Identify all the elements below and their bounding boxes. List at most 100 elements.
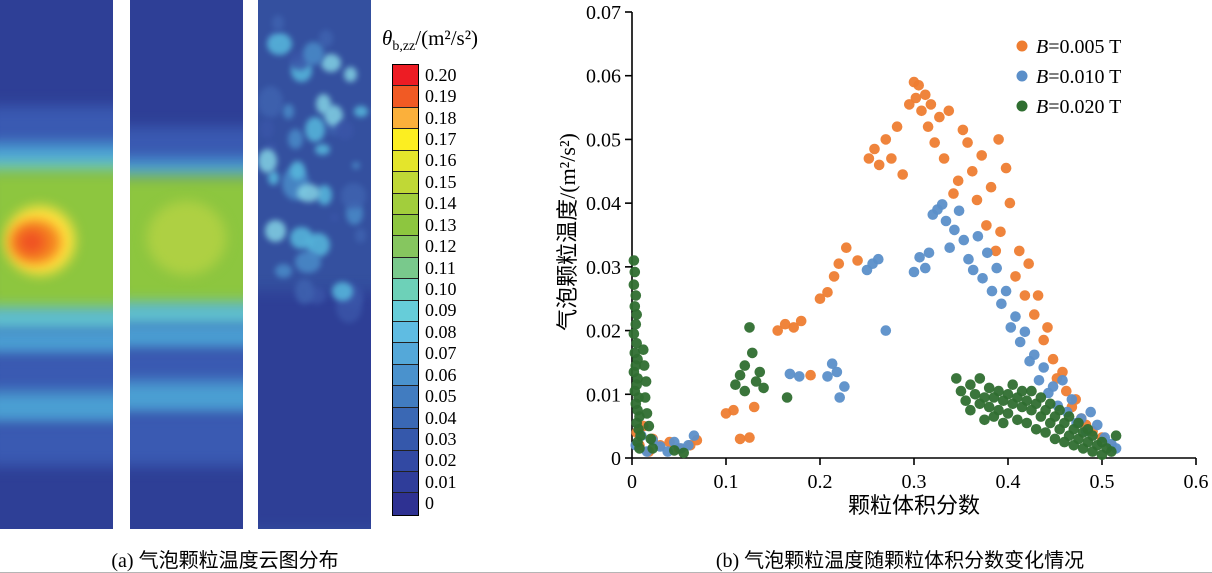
scatter-point <box>869 143 880 155</box>
colorbar-tick-label: 0.07 <box>425 343 457 364</box>
scatter-point <box>1005 322 1017 333</box>
scatter-point <box>772 325 783 336</box>
scatter-point <box>953 205 965 217</box>
contour-speckle <box>258 85 284 118</box>
scatter-point <box>1002 408 1014 419</box>
legend-item: B=0.005 T <box>1036 36 1121 58</box>
scatter-point <box>904 99 915 110</box>
contour-speckle <box>259 119 274 139</box>
colorbar-tick-label: 0.06 <box>425 364 457 385</box>
y-tick-label: 0.04 <box>586 193 621 215</box>
colorbar-tick-label: 0.10 <box>425 279 457 299</box>
scatter-point <box>993 404 1004 416</box>
colorbar-cell <box>393 236 418 258</box>
colorbar-cell <box>393 386 418 408</box>
colorbar-tick-label: 0.04 <box>425 407 457 428</box>
scatter-point <box>1021 417 1033 429</box>
contour-hotspot <box>18 230 46 254</box>
scatter-point <box>1012 414 1023 426</box>
contour-speckle <box>305 116 326 143</box>
scatter-point <box>908 266 920 278</box>
colorbar-cell <box>393 257 418 280</box>
scatter-point <box>983 382 995 394</box>
scatter-point <box>1054 404 1065 416</box>
scatter-point <box>1007 379 1018 391</box>
scatter-point <box>993 385 1004 397</box>
scatter-point <box>923 247 935 259</box>
y-tick-label: 0.02 <box>586 321 621 343</box>
scatter-point <box>683 440 694 451</box>
scatter-point <box>1029 349 1040 361</box>
scatter-point <box>669 445 680 456</box>
contour-band <box>0 423 113 466</box>
scatter-point <box>934 111 945 123</box>
colorbar-cell <box>393 65 418 87</box>
scatter-point <box>991 262 1002 274</box>
scatter-point <box>841 242 852 253</box>
scatter-point <box>1035 392 1047 403</box>
scatter-point <box>750 376 762 387</box>
contour-speckle <box>323 104 344 127</box>
contour-band <box>0 327 113 360</box>
scatter-point <box>1000 162 1012 174</box>
contour-speckle <box>331 282 353 301</box>
scatter-point <box>944 242 955 253</box>
scatter-point <box>1087 430 1098 442</box>
scatter-point <box>643 420 655 432</box>
scatter-point <box>794 371 805 382</box>
contour-speckle <box>263 141 278 152</box>
scatter-point <box>1061 385 1072 397</box>
scatter-point <box>645 433 657 445</box>
scatter-point <box>630 318 642 330</box>
legend-marker <box>1016 70 1028 82</box>
scatter-point <box>779 318 791 330</box>
scatter-point <box>744 322 755 333</box>
scatter-point <box>1038 334 1049 346</box>
scatter-point <box>965 379 976 391</box>
scatter-point <box>1066 394 1078 405</box>
colorbar-tick-label: 0.13 <box>425 214 457 235</box>
scatter-point <box>669 436 680 448</box>
scatter-point <box>880 325 892 336</box>
colorbar-cell <box>393 172 418 194</box>
scatter-point <box>1038 362 1049 373</box>
scatter-point <box>638 344 649 356</box>
scatter-point <box>781 392 793 403</box>
scatter-point <box>1010 271 1021 282</box>
scatter-point <box>739 385 751 397</box>
colorbar-cell <box>393 322 418 344</box>
scatter-point <box>1057 375 1068 386</box>
colorbar-tick-label: 0 <box>425 493 434 514</box>
scatter-point <box>734 433 746 445</box>
scatter-point <box>788 322 799 333</box>
scatter-point <box>1057 366 1068 378</box>
colorbar-cell <box>393 86 418 108</box>
scatter-point <box>873 253 884 265</box>
scatter-point <box>734 369 746 381</box>
scatter-point <box>965 404 976 416</box>
contour-speckle <box>267 171 280 185</box>
contour-speckle <box>267 32 292 56</box>
scatter-point <box>1004 197 1016 209</box>
scatter-point <box>998 417 1009 429</box>
x-tick-label: 0.2 <box>808 471 833 493</box>
scatter-point <box>826 358 838 370</box>
colorbar-tick-label: 0.01 <box>425 471 457 492</box>
contour-speckle <box>271 15 284 31</box>
scatter-point <box>951 373 962 384</box>
scatter-point <box>638 360 650 371</box>
scatter-point <box>1019 290 1031 301</box>
scatter-point <box>920 89 931 101</box>
y-tick-label: 0.01 <box>586 384 621 406</box>
scatter-point <box>822 287 833 298</box>
y-tick-label: 0 <box>611 448 621 470</box>
legend-item: B=0.020 T <box>1036 96 1121 118</box>
contour-speckle <box>354 227 366 243</box>
contour-band <box>130 412 243 466</box>
x-tick-label: 0.4 <box>996 471 1021 493</box>
colorbar-cell <box>393 300 418 323</box>
contour-slice-2 <box>130 0 243 529</box>
scatter-point <box>982 247 993 259</box>
contour-speckle <box>282 104 294 120</box>
